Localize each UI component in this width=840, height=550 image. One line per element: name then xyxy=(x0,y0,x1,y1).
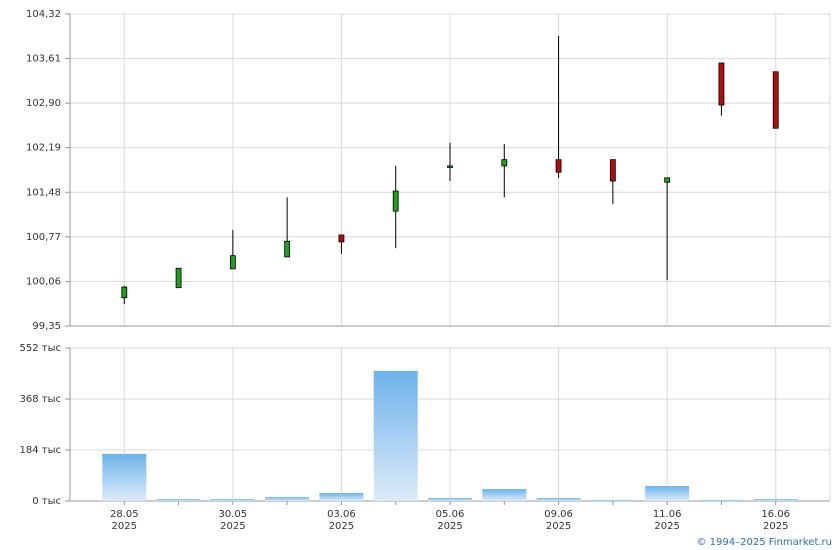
volume-bar xyxy=(156,499,201,501)
volume-bar xyxy=(428,497,472,501)
candle-body xyxy=(338,234,345,243)
volume-bar xyxy=(536,497,581,501)
volume-bar xyxy=(482,489,527,501)
y-tick-label: 184 тыс xyxy=(20,445,61,456)
candle-body xyxy=(284,240,291,258)
candle-body xyxy=(718,62,725,106)
x-tick-label: 28.05 xyxy=(110,509,139,520)
candle-body xyxy=(772,71,779,129)
x-tick-label: 09.06 xyxy=(544,509,573,520)
candle-body xyxy=(175,267,182,289)
candle-body xyxy=(664,177,671,183)
y-tick-label: 103,61 xyxy=(26,54,61,65)
x-tick-year: 2025 xyxy=(220,521,245,532)
y-tick-label: 102,19 xyxy=(26,143,61,154)
volume-bar xyxy=(699,499,744,501)
y-tick-label: 104,32 xyxy=(26,9,61,20)
candle-body xyxy=(121,286,128,299)
x-tick-year: 2025 xyxy=(654,521,679,532)
y-tick-label: 368 тыс xyxy=(20,394,61,405)
x-tick-year: 2025 xyxy=(546,521,571,532)
volume-bar xyxy=(645,486,690,501)
y-tick-label: 0 тыс xyxy=(32,496,61,507)
volume-bar xyxy=(753,499,798,501)
x-tick-year: 2025 xyxy=(763,521,788,532)
y-tick-label: 100,77 xyxy=(26,232,61,243)
y-tick-label: 100,06 xyxy=(26,276,61,287)
x-tick-label: 30.05 xyxy=(219,509,248,520)
volume-bar xyxy=(265,497,310,501)
y-tick-label: 552 тыс xyxy=(20,343,61,354)
x-tick-year: 2025 xyxy=(437,521,462,532)
y-tick-label: 102,90 xyxy=(26,98,61,109)
x-tick-label: 03.06 xyxy=(327,509,356,520)
x-tick-year: 2025 xyxy=(329,521,354,532)
candle-body xyxy=(392,190,399,212)
copyright[interactable]: © 1994–2025 Finmarket.ru xyxy=(696,537,832,548)
volume-bar xyxy=(102,453,147,501)
candle-body xyxy=(229,255,236,270)
volume-bar xyxy=(210,499,255,501)
x-tick-label: 11.06 xyxy=(653,509,682,520)
y-tick-label: 99,35 xyxy=(32,321,61,332)
x-tick-label: 16.06 xyxy=(761,509,790,520)
y-tick-label: 101,48 xyxy=(26,187,61,198)
candle-body xyxy=(501,159,508,167)
volume-bar xyxy=(590,499,635,501)
x-tick-year: 2025 xyxy=(112,521,137,532)
volume-bar xyxy=(373,371,418,501)
x-tick-label: 05.06 xyxy=(436,509,465,520)
candle-body xyxy=(447,165,453,168)
candle-body xyxy=(609,159,616,182)
volume-bar xyxy=(319,492,364,501)
candle-body xyxy=(555,159,562,173)
